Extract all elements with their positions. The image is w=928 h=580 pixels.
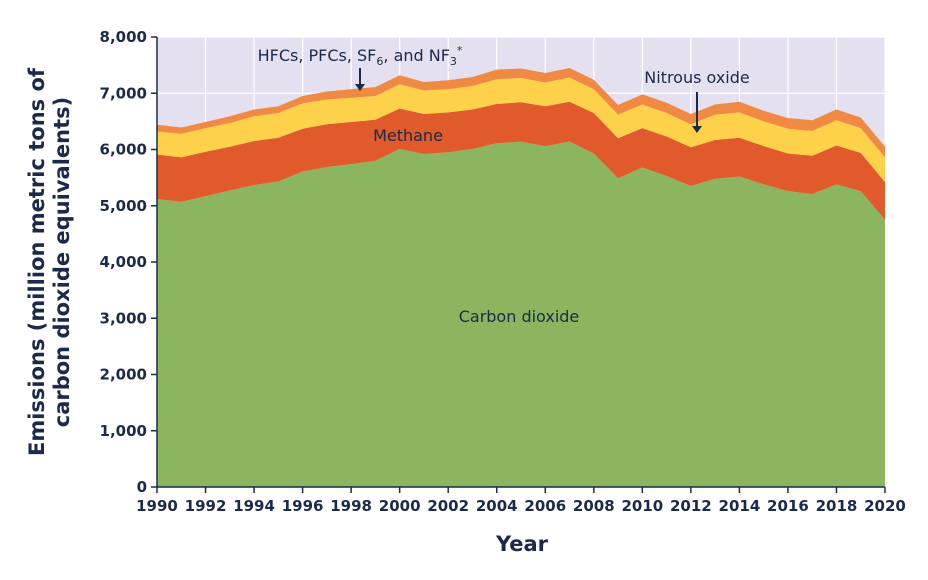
x-tick-label: 2016 [767, 497, 809, 515]
y-tick-label: 0 [137, 478, 147, 496]
x-tick-label: 2008 [573, 497, 615, 515]
carbon-dioxide-label: Carbon dioxide [459, 307, 580, 326]
y-tick-label: 1,000 [100, 422, 147, 440]
nitrous-oxide-label: Nitrous oxide [644, 68, 749, 87]
y-axis-title-line-2: carbon dioxide equivalents) [50, 97, 74, 428]
nitrous-arrow-head [692, 126, 702, 133]
x-tick-label: 1998 [330, 497, 372, 515]
area-methane [157, 101, 885, 220]
x-tick-label: 2000 [379, 497, 421, 515]
x-tick-label: 2004 [476, 497, 518, 515]
y-tick-label: 4,000 [100, 253, 147, 271]
x-tick-label: 2020 [864, 497, 906, 515]
x-tick-label: 2002 [427, 497, 469, 515]
x-tick-label: 1996 [282, 497, 324, 515]
y-tick-label: 2,000 [100, 366, 147, 384]
hfc-annotation-sub6: 6 [376, 55, 383, 68]
y-tick-label: 3,000 [100, 309, 147, 327]
x-axis-title: Year [495, 532, 549, 556]
hfc-arrow-head [355, 84, 365, 91]
hfc-annotation: HFCs, PFCs, SF6, and NF3* [258, 44, 463, 68]
area-carbon-dioxide [157, 141, 885, 487]
hfc-annotation-mid: , and NF [383, 46, 450, 65]
y-tick-label: 8,000 [100, 28, 147, 46]
x-tick-label: 2010 [621, 497, 663, 515]
x-tick-label: 2018 [816, 497, 858, 515]
y-tick-label: 5,000 [100, 197, 147, 215]
x-tick-label: 2014 [719, 497, 761, 515]
hfc-annotation-star: * [457, 44, 463, 57]
x-tick-label: 2012 [670, 497, 712, 515]
x-tick-label: 1990 [136, 497, 178, 515]
x-tick-label: 1992 [185, 497, 227, 515]
area-nitrous-oxide [157, 77, 885, 183]
y-tick-label: 6,000 [100, 141, 147, 159]
methane-label: Methane [373, 126, 443, 145]
x-tick-label: 2006 [524, 497, 566, 515]
y-axis-title-line-1: Emissions (million metric tons of [25, 67, 49, 456]
hfc-annotation-prefix: HFCs, PFCs, SF [258, 46, 377, 65]
axes: 0 1,000 2,000 3,000 4,000 5,000 6,000 7,000 8,00… [100, 28, 906, 515]
x-tick-label: 1994 [233, 497, 275, 515]
hfc-annotation-sub3: 3 [450, 55, 457, 68]
stacked-areas [157, 67, 885, 487]
y-tick-label: 7,000 [100, 84, 147, 102]
